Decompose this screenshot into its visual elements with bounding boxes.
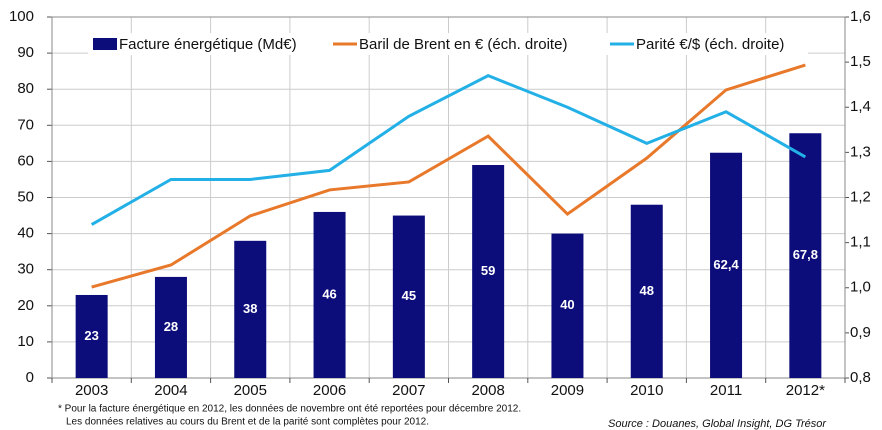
y2-tick-label: 1,2 [850,188,871,205]
y-tick-label: 100 [9,8,34,25]
y-tick-label: 70 [17,116,34,133]
x-tick-label: 2008 [471,382,504,399]
legend-label: Facture énergétique (Md€) [119,36,297,53]
y2-tick-label: 1,5 [850,53,871,70]
bar [392,215,425,378]
line [91,63,806,289]
y-tick-label: 40 [17,225,34,242]
value-label: 23 [84,328,98,343]
x-tick-label: 2004 [154,382,187,399]
bar [551,233,584,378]
y2-tick-label: 1,3 [850,143,871,160]
footnote: Les données relatives au cours du Brent … [66,417,429,428]
y2-tick-label: 0,9 [850,324,871,341]
y-tick-label: 0 [26,369,34,386]
value-label: 45 [402,288,416,303]
x-tick-label: 2010 [630,382,663,399]
bar [234,240,267,378]
bar [630,204,663,378]
value-label: 28 [164,319,178,334]
y2-tick-label: 1,1 [850,234,871,251]
y-tick-label: 30 [17,261,34,278]
x-tick-label: 2009 [551,382,584,399]
legend-label: Baril de Brent en € (éch. droite) [359,36,567,53]
x-tick-label: 2011 [710,382,742,399]
value-label: 40 [560,297,574,312]
value-label: 38 [243,301,257,316]
x-tick-label: 2005 [234,382,267,399]
y2-tick-label: 1,4 [850,98,871,115]
legend-bg [88,33,808,55]
bar [154,276,187,378]
value-label: 46 [322,286,336,301]
bar [472,165,505,378]
y2-tick-label: 1,6 [850,8,871,25]
x-tick-label: 2012* [786,382,825,399]
y-tick-label: 60 [17,152,34,169]
value-label: 62,4 [713,257,739,272]
bar [313,211,346,378]
y-tick-label: 90 [17,44,34,61]
y2-tick-label: 0,8 [850,369,871,386]
value-label: 59 [481,263,495,278]
x-tick-label: 2003 [75,382,108,399]
legend-swatch [93,38,117,50]
x-tick-label: 2007 [392,382,425,399]
y-tick-label: 10 [17,333,34,350]
bar [75,294,108,378]
value-label: 48 [640,283,654,298]
x-tick-label: 2006 [313,382,346,399]
y-tick-label: 50 [17,188,34,205]
value-label: 67,8 [793,247,818,262]
y-tick-label: 20 [17,297,34,314]
legend-label: Parité €/$ (éch. droite) [636,36,784,53]
bar [789,133,822,378]
y-tick-label: 80 [17,80,34,97]
bar [710,152,743,378]
line [90,74,807,226]
source: Source : Douanes, Global Insight, DG Tré… [608,418,827,430]
y2-tick-label: 1,0 [850,279,871,296]
footnote: * Pour la facture énergétique en 2012, l… [58,404,521,415]
